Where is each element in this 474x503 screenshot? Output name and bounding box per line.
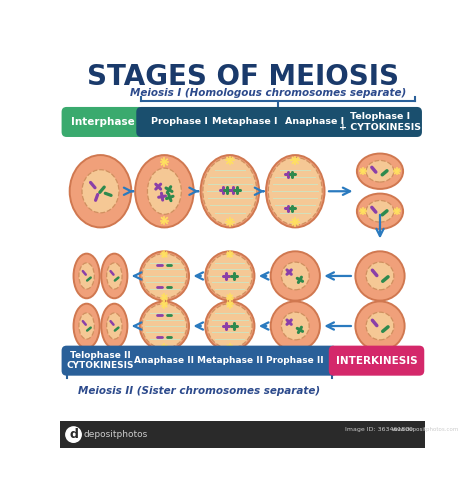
Ellipse shape xyxy=(142,304,187,349)
Ellipse shape xyxy=(73,304,100,349)
FancyBboxPatch shape xyxy=(329,346,424,376)
Ellipse shape xyxy=(271,301,320,351)
Text: Telophase II
CYTOKINESIS: Telophase II CYTOKINESIS xyxy=(67,351,134,370)
Text: STAGES OF MEIOSIS: STAGES OF MEIOSIS xyxy=(87,63,399,92)
Text: Metaphase I: Metaphase I xyxy=(212,118,278,126)
Ellipse shape xyxy=(357,153,403,189)
Text: Prophase I: Prophase I xyxy=(151,118,208,126)
Ellipse shape xyxy=(366,312,394,340)
Ellipse shape xyxy=(135,155,194,227)
Ellipse shape xyxy=(282,312,309,340)
Ellipse shape xyxy=(101,304,128,349)
FancyBboxPatch shape xyxy=(137,107,422,137)
Ellipse shape xyxy=(140,252,189,301)
Ellipse shape xyxy=(268,157,322,225)
Ellipse shape xyxy=(208,254,252,298)
Ellipse shape xyxy=(356,252,405,301)
Ellipse shape xyxy=(271,252,320,301)
Ellipse shape xyxy=(82,170,119,213)
Ellipse shape xyxy=(266,155,325,227)
Text: Interphase: Interphase xyxy=(71,117,135,127)
Text: Prophase II: Prophase II xyxy=(266,356,324,365)
Ellipse shape xyxy=(357,194,403,229)
Text: Meiosis II (Sister chromosomes separate): Meiosis II (Sister chromosomes separate) xyxy=(78,386,320,396)
Ellipse shape xyxy=(140,301,189,351)
Text: Metaphase II: Metaphase II xyxy=(197,356,263,365)
Ellipse shape xyxy=(366,201,394,222)
Ellipse shape xyxy=(201,155,259,227)
Ellipse shape xyxy=(107,263,122,289)
Text: www.depositphotos.com: www.depositphotos.com xyxy=(392,428,459,433)
Ellipse shape xyxy=(107,313,122,339)
Ellipse shape xyxy=(366,160,394,182)
Ellipse shape xyxy=(366,262,394,290)
FancyBboxPatch shape xyxy=(61,422,425,448)
Text: Telophase I
+ CYTOKINESIS: Telophase I + CYTOKINESIS xyxy=(339,112,421,132)
Text: depositphotos: depositphotos xyxy=(83,430,148,439)
FancyBboxPatch shape xyxy=(62,107,145,137)
Ellipse shape xyxy=(356,301,405,351)
Ellipse shape xyxy=(79,313,94,339)
Ellipse shape xyxy=(147,168,182,214)
Text: Anaphase I: Anaphase I xyxy=(285,118,344,126)
Ellipse shape xyxy=(282,262,309,290)
Ellipse shape xyxy=(79,263,94,289)
Ellipse shape xyxy=(203,157,257,225)
Ellipse shape xyxy=(205,301,255,351)
Text: Meiosis I (Homologous chromosomes separate): Meiosis I (Homologous chromosomes separa… xyxy=(130,88,407,98)
Ellipse shape xyxy=(205,252,255,301)
Text: Image ID: 363461800: Image ID: 363461800 xyxy=(346,428,413,433)
Text: d: d xyxy=(69,428,78,441)
Circle shape xyxy=(66,427,81,442)
FancyBboxPatch shape xyxy=(62,346,337,376)
Ellipse shape xyxy=(73,254,100,298)
Text: Anaphase II: Anaphase II xyxy=(135,356,194,365)
Ellipse shape xyxy=(101,254,128,298)
Text: INTERKINESIS: INTERKINESIS xyxy=(336,356,417,366)
Ellipse shape xyxy=(70,155,131,227)
Ellipse shape xyxy=(142,254,187,298)
Ellipse shape xyxy=(208,304,252,349)
